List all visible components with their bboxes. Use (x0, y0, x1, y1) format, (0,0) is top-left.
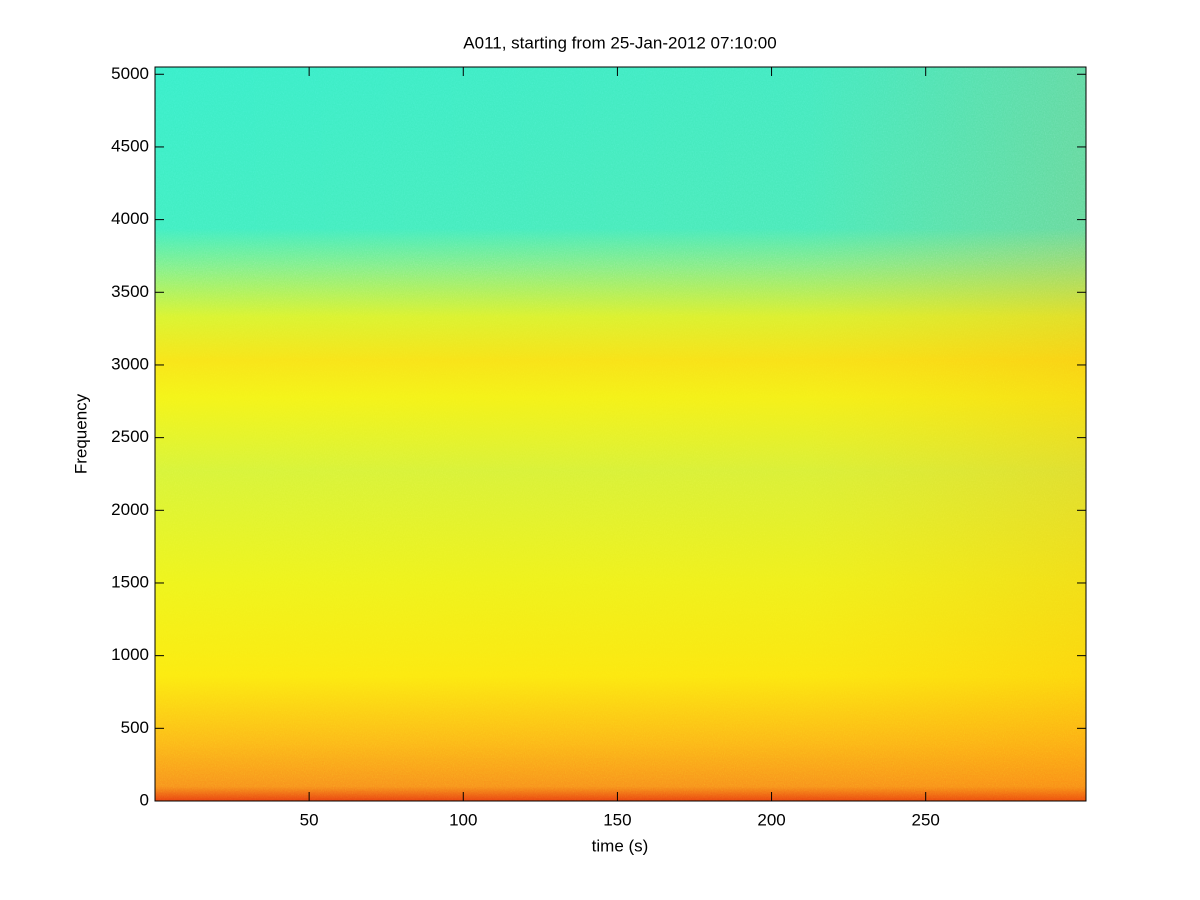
x-tick-label: 50 (300, 810, 319, 829)
y-tick-label: 2500 (111, 427, 149, 446)
y-tick-label: 1000 (111, 645, 149, 664)
y-tick-label: 500 (121, 718, 149, 737)
spectrogram-noise (155, 67, 1086, 801)
x-axis-label: time (s) (592, 836, 649, 855)
x-tick-label: 150 (603, 810, 631, 829)
spectrogram-image (155, 67, 1086, 801)
y-tick-label: 1500 (111, 572, 149, 591)
y-tick-label: 3000 (111, 354, 149, 373)
plot-frame (154, 66, 1087, 802)
y-tick-label: 4000 (111, 209, 149, 228)
y-tick-label: 4500 (111, 136, 149, 155)
chart-title: A011, starting from 25-Jan-2012 07:10:00 (463, 33, 776, 52)
x-tick-label: 250 (912, 810, 940, 829)
y-tick-label: 5000 (111, 64, 149, 83)
y-axis-label: Frequency (71, 393, 90, 474)
y-tick-label: 2000 (111, 500, 149, 519)
y-tick-label: 0 (140, 790, 149, 809)
x-tick-label: 100 (449, 810, 477, 829)
y-tick-label: 3500 (111, 282, 149, 301)
x-tick-label: 200 (757, 810, 785, 829)
